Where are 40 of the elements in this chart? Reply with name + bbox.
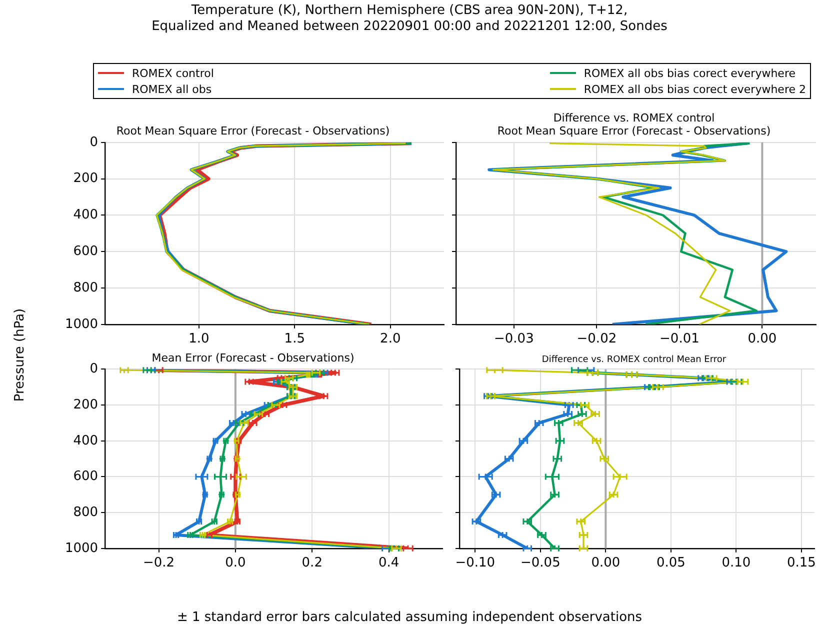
- legend-label: ROMEX all obs: [132, 82, 212, 96]
- x-tick-label: −0.01: [660, 332, 700, 347]
- x-tick-label: −0.03: [494, 332, 534, 347]
- y-tick-label: 400: [73, 433, 98, 448]
- x-tick-label: 0.2: [302, 556, 322, 571]
- y-tick-label: 800: [73, 504, 98, 520]
- x-tick-label: 0.0: [225, 556, 246, 571]
- x-tick-label: 0.00: [748, 332, 777, 347]
- x-tick-label: −0.05: [520, 556, 560, 571]
- y-tick-label: 1000: [64, 540, 98, 556]
- x-tick-label: −0.02: [576, 332, 617, 347]
- x-tick-label: 0.10: [722, 556, 751, 571]
- legend-label: ROMEX all obs bias corect everywhere 2: [584, 82, 806, 96]
- chart-title: Difference vs. ROMEX control Mean Error: [542, 355, 726, 366]
- y-tick-label: 600: [73, 469, 98, 484]
- x-tick-label: 0.15: [786, 556, 816, 571]
- y-axis-title: Pressure (hPa): [12, 308, 28, 402]
- x-tick-label: −0.2: [142, 556, 175, 571]
- x-tick-label: 0.4: [378, 556, 400, 571]
- x-tick-label: 1.0: [188, 332, 210, 347]
- legend-label: ROMEX all obs bias corect everywhere: [584, 66, 796, 80]
- chart-subtitle: Root Mean Square Error (Forecast - Observations): [116, 124, 390, 138]
- y-tick-label: 200: [73, 171, 98, 186]
- y-tick-label: 800: [73, 280, 98, 296]
- y-tick-label: 200: [73, 397, 98, 412]
- y-tick-label: 1000: [64, 316, 98, 332]
- x-tick-label: 0.05: [656, 556, 686, 571]
- x-tick-label: 2.0: [380, 332, 401, 347]
- y-tick-label: 0: [90, 362, 98, 377]
- text: ± 1 standard error bars calculated assuming independent observations: [176, 610, 644, 625]
- chart-title: Temperature (K), Northern Hemisphere (CBS area 90N-20N), T+12, Equalized and Meaned between 20220901 00:00 and 20221201 12:00, Sondes: [150, 3, 668, 35]
- x-tick-label: 1.5: [284, 332, 305, 347]
- y-tick-label: 600: [73, 244, 98, 259]
- chart-title: Mean Error (Forecast - Observations): [152, 351, 354, 364]
- x-tick-label: 0.00: [591, 556, 620, 571]
- legend-label: ROMEX control: [132, 66, 214, 80]
- chart-title: Difference vs. ROMEX control Root Mean Square Error (Forecast - Observations): [497, 111, 771, 138]
- x-tick-label: −0.10: [455, 556, 496, 571]
- y-tick-label: 0: [90, 134, 98, 150]
- y-tick-label: 400: [73, 208, 98, 223]
